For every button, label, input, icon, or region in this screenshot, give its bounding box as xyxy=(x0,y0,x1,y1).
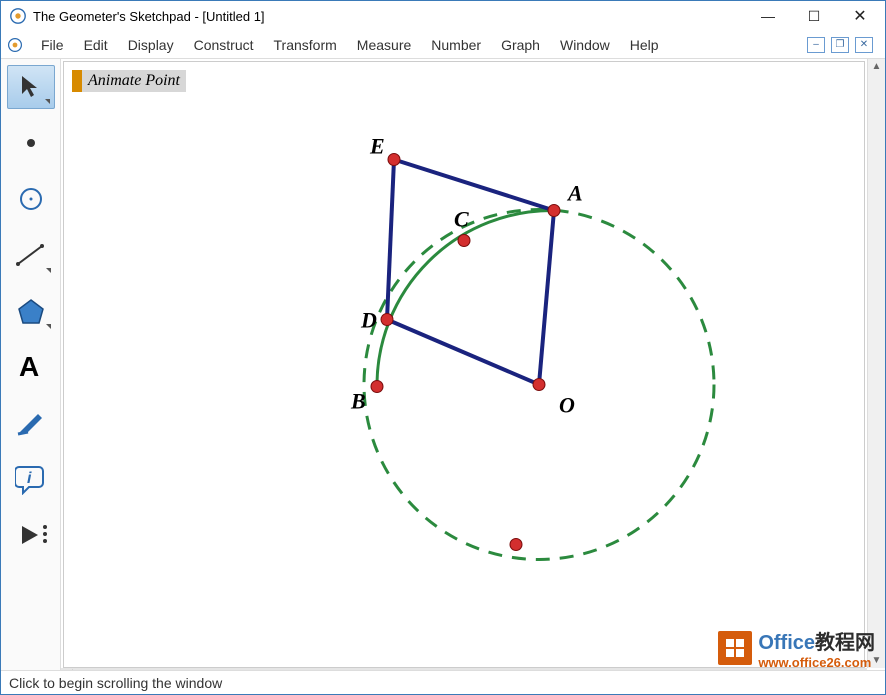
scroll-up-icon[interactable]: ▲ xyxy=(872,61,882,72)
menu-measure[interactable]: Measure xyxy=(347,37,421,53)
workspace: A i Animate Point OAEDCB ▲ ▼ ◀ xyxy=(1,59,885,672)
tool-point[interactable] xyxy=(7,121,55,165)
menu-edit[interactable]: Edit xyxy=(74,37,118,53)
segment-oa[interactable] xyxy=(539,211,554,385)
maximize-button[interactable]: ☐ xyxy=(791,1,837,31)
window-title: The Geometer's Sketchpad - [Untitled 1] xyxy=(33,9,745,24)
menu-help[interactable]: Help xyxy=(620,37,669,53)
point-e[interactable] xyxy=(388,154,400,166)
segment-do[interactable] xyxy=(387,320,539,385)
tool-straightedge[interactable] xyxy=(7,233,55,277)
point-o[interactable] xyxy=(533,379,545,391)
mdi-restore-button[interactable]: ❐ xyxy=(831,37,849,53)
animate-point-button[interactable]: Animate Point xyxy=(72,70,186,92)
tool-compass[interactable] xyxy=(7,177,55,221)
menu-number[interactable]: Number xyxy=(421,37,491,53)
minimize-button[interactable]: — xyxy=(745,1,791,31)
app-icon xyxy=(9,7,27,25)
menu-bar: File Edit Display Construct Transform Me… xyxy=(1,31,885,59)
point-c[interactable] xyxy=(458,235,470,247)
mdi-minimize-button[interactable]: – xyxy=(807,37,825,53)
title-bar: The Geometer's Sketchpad - [Untitled 1] … xyxy=(1,1,885,31)
menu-window[interactable]: Window xyxy=(550,37,620,53)
point-p[interactable] xyxy=(510,539,522,551)
menu-construct[interactable]: Construct xyxy=(184,37,264,53)
tool-arrow[interactable] xyxy=(7,65,55,109)
point-a[interactable] xyxy=(548,205,560,217)
point-d[interactable] xyxy=(381,314,393,326)
menu-transform[interactable]: Transform xyxy=(264,37,347,53)
watermark: Office教程网 www.office26.com xyxy=(718,626,875,670)
label-a: A xyxy=(566,181,583,206)
menu-file[interactable]: File xyxy=(31,37,74,53)
menu-graph[interactable]: Graph xyxy=(491,37,550,53)
label-c: C xyxy=(454,207,469,232)
tool-marker[interactable] xyxy=(7,401,55,445)
segment-ae[interactable] xyxy=(394,160,554,211)
svg-text:i: i xyxy=(27,470,32,487)
label-b: B xyxy=(350,389,366,414)
svg-text:A: A xyxy=(19,352,39,382)
vertical-scrollbar[interactable]: ▲ ▼ xyxy=(867,59,885,668)
watermark-url: www.office26.com xyxy=(758,655,875,670)
label-d: D xyxy=(360,308,377,333)
status-text: Click to begin scrolling the window xyxy=(9,675,222,691)
segment-ed[interactable] xyxy=(387,160,394,320)
tool-polygon[interactable] xyxy=(7,289,55,333)
toolbox: A i xyxy=(1,59,61,672)
label-e: E xyxy=(369,134,385,159)
status-bar: Click to begin scrolling the window xyxy=(1,670,885,694)
tool-info[interactable]: i xyxy=(7,457,55,501)
mdi-controls: – ❐ ✕ xyxy=(807,37,879,53)
canvas[interactable]: Animate Point O A E D C B xyxy=(63,61,865,668)
tool-custom[interactable] xyxy=(7,513,55,557)
label-o: O xyxy=(559,393,575,418)
doc-icon xyxy=(7,37,23,53)
canvas-wrap: Animate Point OAEDCB ▲ ▼ ◀ xyxy=(61,59,885,672)
close-button[interactable]: ✕ xyxy=(837,1,883,31)
watermark-title: Office教程网 xyxy=(758,626,875,655)
point-b[interactable] xyxy=(371,381,383,393)
window-controls: — ☐ ✕ xyxy=(745,1,883,31)
watermark-badge-icon xyxy=(718,631,752,665)
tool-text[interactable]: A xyxy=(7,345,55,389)
sketch-svg: O A E D C B xyxy=(64,62,864,667)
mdi-close-button[interactable]: ✕ xyxy=(855,37,873,53)
menu-display[interactable]: Display xyxy=(118,37,184,53)
